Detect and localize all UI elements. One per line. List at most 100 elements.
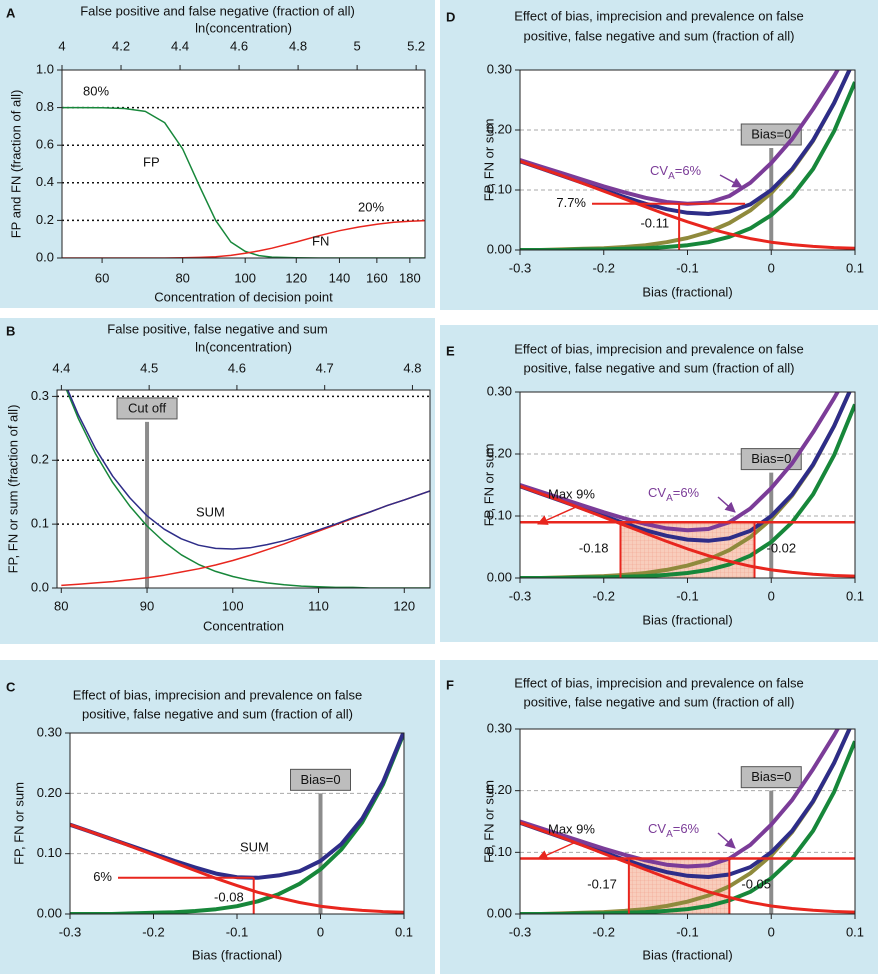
- chart-title: positive, false negative and sum (fracti…: [524, 360, 795, 375]
- reference-box: [740, 766, 802, 789]
- y-tick-label: 0.0: [31, 579, 49, 594]
- reference-label: Bias=0: [300, 772, 340, 787]
- reference-box: [116, 397, 178, 420]
- y-tick-label: 0.30: [37, 724, 62, 739]
- x2-tick-label: 4.6: [228, 360, 246, 375]
- x-tick-label: 0: [768, 260, 775, 275]
- x-tick-label: 100: [234, 270, 256, 285]
- limit-arrow: [537, 506, 577, 525]
- reference-label: Bias=0: [751, 769, 791, 784]
- plot-area: [62, 70, 425, 258]
- x2-axis-label: ln(concentration): [195, 339, 292, 354]
- y-tick-label: 1.0: [36, 61, 54, 76]
- series-label: FN: [312, 233, 329, 248]
- reference-label: Bias=0: [751, 126, 791, 141]
- y-tick-label: 0.20: [487, 445, 512, 460]
- x-tick-label: 160: [366, 270, 388, 285]
- reference-box: [740, 448, 802, 471]
- chart-title: False positive and false negative (fract…: [80, 3, 355, 18]
- curve-note: 80%: [83, 83, 109, 98]
- cv-label-sub: A: [668, 171, 675, 182]
- reference-box: [290, 768, 351, 791]
- y-axis-label: FP, FN or sum: [481, 780, 496, 863]
- cv-arrow: [717, 496, 736, 513]
- x-axis-label: Concentration of decision point: [154, 289, 333, 304]
- x-tick-label: 0.1: [846, 260, 864, 275]
- cv-arrow: [717, 832, 736, 849]
- x-tick-label: -0.3: [509, 260, 531, 275]
- threshold-label: 7.7%: [556, 195, 586, 210]
- x2-axis-label: ln(concentration): [195, 20, 292, 35]
- x2-tick-label: 4.8: [403, 360, 421, 375]
- reference-label: Cut off: [128, 400, 166, 415]
- panel-letter: D: [446, 9, 455, 24]
- y-tick-label: 0.30: [487, 720, 512, 735]
- x-axis-label: Bias (fractional): [192, 947, 282, 962]
- cv-label: CVA=6%: [648, 485, 700, 503]
- x-tick-label: 180: [399, 270, 421, 285]
- cv-label-suffix: =6%: [675, 163, 702, 178]
- limit-bound-label: -0.05: [741, 876, 771, 891]
- x2-tick-label: 4.5: [140, 360, 158, 375]
- limit-label: Max 9%: [548, 821, 595, 836]
- x2-tick-label: 4.4: [52, 360, 70, 375]
- y-tick-label: 0.6: [36, 137, 54, 152]
- y-tick-label: 0.10: [487, 844, 512, 859]
- y-tick-label: 0.20: [37, 785, 62, 800]
- x-tick-label: -0.1: [676, 924, 698, 939]
- series-label: SUM: [240, 839, 269, 854]
- x-tick-label: 80: [54, 598, 68, 613]
- x2-tick-label: 4.8: [289, 38, 307, 53]
- x-tick-label: 100: [222, 598, 244, 613]
- threshold-label: -0.11: [640, 215, 669, 230]
- chart-title: Effect of bias, imprecision and prevalen…: [73, 687, 363, 702]
- curve-note: 20%: [358, 199, 384, 214]
- reference-box: [740, 123, 802, 146]
- x-tick-label: 90: [140, 598, 154, 613]
- x-tick-label: -0.3: [59, 924, 81, 939]
- limit-bound-label: -0.02: [767, 540, 797, 555]
- panel-letter: E: [446, 343, 455, 358]
- y-tick-label: 0.00: [487, 569, 512, 584]
- x-tick-label: 0: [317, 924, 324, 939]
- y-tick-label: 0.30: [487, 61, 512, 76]
- panel-letter: A: [6, 5, 16, 20]
- cv-label-main: CV: [650, 163, 668, 178]
- chart-title: Effect of bias, imprecision and prevalen…: [514, 8, 804, 23]
- x2-tick-label: 4.2: [112, 38, 130, 53]
- y-tick-label: 0.00: [487, 905, 512, 920]
- y-tick-label: 0.4: [36, 174, 54, 189]
- panel-letter: F: [446, 677, 454, 692]
- x2-tick-label: 4.4: [171, 38, 189, 53]
- y-tick-label: 0.2: [36, 212, 54, 227]
- limit-bound-label: -0.17: [587, 876, 617, 891]
- x-tick-label: 0.1: [846, 924, 864, 939]
- y-tick-label: 0.1: [31, 516, 49, 531]
- cv-label-suffix: =6%: [673, 485, 700, 500]
- chart-title: positive, false negative and sum (fracti…: [524, 694, 795, 709]
- series-line: [66, 390, 430, 550]
- y-tick-label: 0.20: [487, 782, 512, 797]
- x-tick-label: -0.1: [226, 924, 248, 939]
- limit-label: Max 9%: [548, 486, 595, 501]
- y-tick-label: 0.10: [487, 181, 512, 196]
- cv-label: CVA=6%: [650, 163, 702, 181]
- x-tick-label: 0: [768, 588, 775, 603]
- cv-label-sub: A: [666, 829, 673, 840]
- x2-tick-label: 5.2: [407, 38, 425, 53]
- x-tick-label: -0.1: [676, 588, 698, 603]
- series-line: [520, 159, 855, 250]
- x-tick-label: 120: [393, 598, 415, 613]
- x-axis-label: Bias (fractional): [642, 284, 732, 299]
- y-axis-label: FP, FN or sum (fraction of all): [5, 405, 20, 574]
- x-tick-label: 60: [95, 270, 109, 285]
- series-line: [70, 823, 404, 914]
- y-tick-label: 0.8: [36, 99, 54, 114]
- chart-title: False positive, false negative and sum: [107, 321, 327, 336]
- y-tick-label: 0.0: [36, 249, 54, 264]
- series-line: [62, 106, 425, 258]
- y-tick-label: 0.00: [37, 905, 62, 920]
- x-axis-label: Bias (fractional): [642, 612, 732, 627]
- limit-arrow: [537, 841, 577, 860]
- panel-letter: C: [6, 679, 16, 694]
